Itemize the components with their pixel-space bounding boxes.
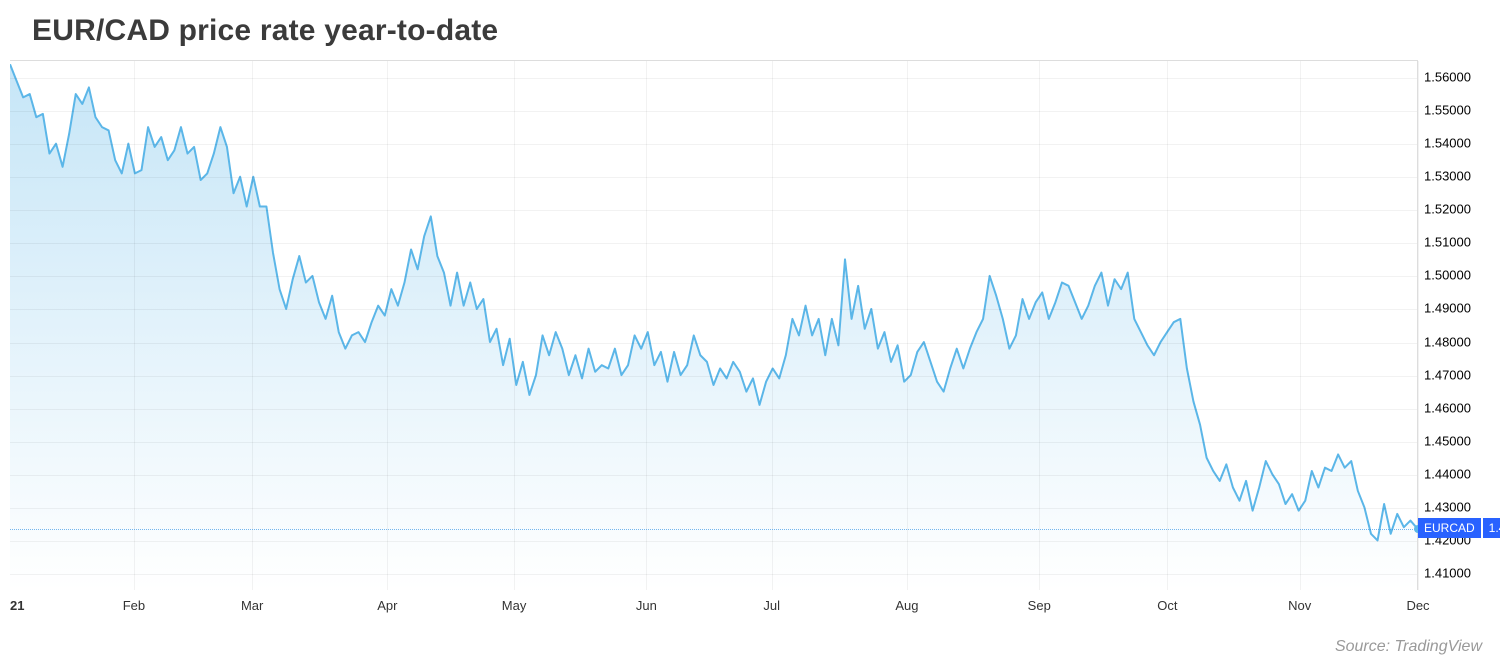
gridline-horizontal	[10, 475, 1417, 476]
x-axis: 21FebMarAprMayJunJulAugSepOctNovDec	[10, 598, 1418, 620]
gridline-horizontal	[10, 409, 1417, 410]
x-tick-label: 21	[10, 598, 24, 613]
x-tick-label: Jul	[763, 598, 780, 613]
gridline-horizontal	[10, 309, 1417, 310]
x-tick-label: Oct	[1157, 598, 1177, 613]
y-tick-label: 1.43000	[1424, 500, 1471, 515]
gridline-vertical	[1418, 61, 1419, 590]
x-tick-label: Aug	[895, 598, 918, 613]
y-tick-label: 1.46000	[1424, 400, 1471, 415]
x-tick-label: Apr	[377, 598, 397, 613]
gridline-vertical	[1300, 61, 1301, 590]
y-tick-label: 1.52000	[1424, 202, 1471, 217]
y-axis: 1.410001.420001.430001.440001.450001.460…	[1424, 60, 1490, 590]
gridline-horizontal	[10, 574, 1417, 575]
source-attribution: Source: TradingView	[1335, 638, 1482, 656]
y-tick-label: 1.41000	[1424, 566, 1471, 581]
gridline-horizontal	[10, 144, 1417, 145]
gridline-horizontal	[10, 276, 1417, 277]
x-tick-label: Dec	[1406, 598, 1429, 613]
gridline-horizontal	[10, 508, 1417, 509]
gridline-horizontal	[10, 210, 1417, 211]
gridline-vertical	[387, 61, 388, 590]
gridline-vertical	[134, 61, 135, 590]
x-tick-label: May	[502, 598, 527, 613]
y-tick-label: 1.53000	[1424, 168, 1471, 183]
y-tick-label: 1.56000	[1424, 69, 1471, 84]
y-tick-label: 1.50000	[1424, 268, 1471, 283]
y-tick-label: 1.51000	[1424, 235, 1471, 250]
gridline-vertical	[1167, 61, 1168, 590]
gridline-horizontal	[10, 541, 1417, 542]
y-tick-label: 1.47000	[1424, 367, 1471, 382]
x-tick-label: Sep	[1028, 598, 1051, 613]
gridline-vertical	[907, 61, 908, 590]
gridline-horizontal	[10, 177, 1417, 178]
chart-title: EUR/CAD price rate year-to-date	[32, 14, 498, 48]
chart-area: 1.410001.420001.430001.440001.450001.460…	[10, 60, 1490, 620]
gridline-vertical	[514, 61, 515, 590]
x-tick-label: Feb	[123, 598, 145, 613]
y-tick-label: 1.54000	[1424, 135, 1471, 150]
gridline-horizontal	[10, 111, 1417, 112]
plot-area[interactable]	[10, 60, 1418, 590]
gridline-vertical	[252, 61, 253, 590]
badge-value: 1.42372	[1483, 518, 1500, 538]
gridline-vertical	[772, 61, 773, 590]
gridline-horizontal	[10, 343, 1417, 344]
gridline-horizontal	[10, 376, 1417, 377]
gridline-horizontal	[10, 442, 1417, 443]
gridline-vertical	[646, 61, 647, 590]
current-price-badge: EURCAD 1.42372	[1418, 517, 1500, 539]
y-tick-label: 1.48000	[1424, 334, 1471, 349]
y-tick-label: 1.45000	[1424, 433, 1471, 448]
y-tick-label: 1.55000	[1424, 102, 1471, 117]
gridline-vertical	[1039, 61, 1040, 590]
x-tick-label: Mar	[241, 598, 263, 613]
current-value-line	[10, 529, 1417, 530]
badge-symbol: EURCAD	[1418, 518, 1481, 538]
x-tick-label: Jun	[636, 598, 657, 613]
y-tick-label: 1.44000	[1424, 467, 1471, 482]
gridline-horizontal	[10, 78, 1417, 79]
gridline-horizontal	[10, 243, 1417, 244]
x-tick-label: Nov	[1288, 598, 1311, 613]
y-tick-label: 1.49000	[1424, 301, 1471, 316]
line-chart-svg	[10, 61, 1417, 590]
